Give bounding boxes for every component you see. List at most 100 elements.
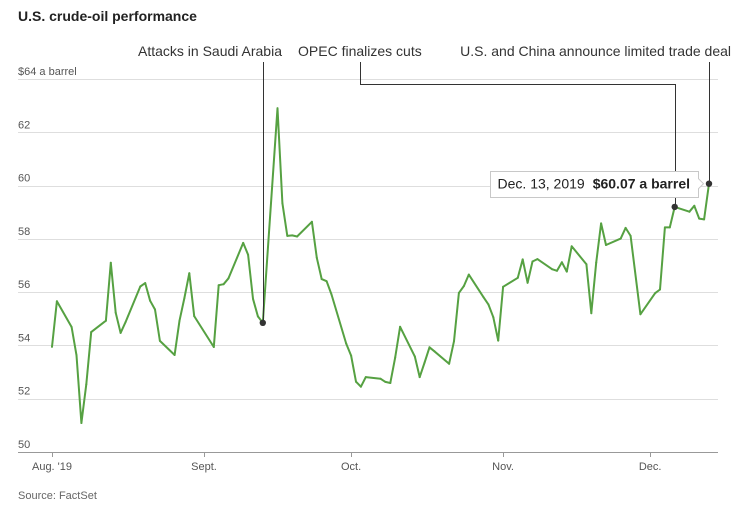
data-point [536, 258, 539, 261]
annotation-dot [259, 319, 266, 326]
data-point [565, 270, 568, 273]
data-point [359, 385, 362, 388]
data-point [453, 340, 455, 343]
x-tick-label: Dec. [639, 461, 662, 473]
data-point [590, 312, 593, 315]
data-point [256, 315, 259, 318]
data-point [75, 354, 78, 357]
data-point [703, 218, 706, 221]
data-point [173, 354, 176, 356]
data-point [114, 311, 117, 314]
data-point [688, 210, 691, 213]
data-point [639, 313, 642, 316]
y-tick-label: 56 [18, 279, 30, 291]
tooltip-date: Dec. 13, 2019 [498, 176, 585, 192]
source-note: Source: FactSet [18, 490, 97, 502]
data-point [149, 299, 152, 302]
data-point [521, 258, 524, 261]
annotation-dot [671, 203, 678, 211]
data-point [516, 276, 519, 279]
data-point [570, 245, 573, 248]
data-point [55, 300, 58, 303]
data-point [90, 331, 93, 334]
x-tick-label: Nov. [492, 461, 514, 473]
data-point [355, 380, 357, 383]
data-point [595, 261, 598, 264]
tooltip-box [490, 171, 705, 198]
data-point [222, 283, 225, 286]
data-point [286, 234, 289, 237]
data-point [379, 377, 382, 380]
data-point [492, 316, 495, 319]
data-point [350, 354, 353, 357]
data-point [600, 222, 603, 225]
tooltip: Dec. 13, 2019 $60.07 a barrel [490, 171, 705, 198]
data-point [124, 321, 127, 324]
data-point [585, 263, 588, 266]
data-point [310, 220, 313, 223]
data-point [654, 292, 657, 295]
data-point [178, 319, 181, 322]
data-point [668, 226, 671, 229]
data-point [389, 382, 392, 384]
data-point [457, 291, 460, 294]
annotation-label: Attacks in Saudi Arabia [138, 43, 282, 59]
data-point [462, 285, 465, 287]
y-tick-label: 54 [18, 332, 30, 344]
data-point [663, 226, 666, 229]
data-point [487, 303, 490, 306]
highlight-dots [259, 180, 713, 326]
data-point [423, 361, 426, 364]
data-point [154, 308, 156, 311]
y-axis-labels: 50 52 54 56 58 60 62 $64 a barrel [18, 66, 77, 451]
tooltip-value: $60.07 a barrel [593, 176, 690, 192]
y-tick-label: 60 [18, 173, 30, 185]
data-point [325, 280, 328, 283]
data-point [394, 356, 397, 359]
data-point [51, 345, 53, 348]
y-tick-label: 58 [18, 226, 30, 238]
data-point [252, 297, 254, 300]
data-point [413, 355, 416, 358]
data-point [433, 350, 436, 353]
plot-hover-area[interactable] [52, 79, 709, 452]
data-point [320, 278, 323, 281]
data-point [158, 339, 161, 342]
data-point [619, 237, 622, 240]
data-point [80, 422, 83, 424]
data-point [139, 285, 142, 288]
gridlines [18, 79, 718, 453]
data-point [659, 288, 661, 291]
annotation-label: U.S. and China announce limited trade de… [460, 43, 731, 59]
data-point [315, 256, 318, 259]
data-point [560, 261, 563, 264]
data-point [281, 202, 284, 205]
data-point [428, 346, 431, 349]
data-point [624, 226, 627, 229]
data-point [104, 319, 107, 322]
data-point [448, 362, 451, 365]
data-point [242, 241, 245, 244]
data-point [70, 326, 73, 328]
data-point [551, 268, 554, 271]
y-tick-label: 62 [18, 119, 30, 131]
annotation-leader-line [360, 62, 676, 207]
data-point [693, 204, 696, 207]
data-point [497, 339, 500, 342]
data-point [526, 281, 529, 284]
data-point [629, 234, 632, 237]
data-point [399, 325, 402, 328]
x-tick-label: Aug. '19 [32, 461, 72, 473]
data-point [85, 383, 88, 386]
data-point [276, 107, 279, 110]
x-tick-label: Oct. [341, 461, 361, 473]
data-point [605, 244, 607, 246]
data-point [698, 217, 701, 220]
data-point [144, 282, 147, 285]
data-point [467, 273, 470, 276]
data-point [296, 235, 299, 238]
annotations: Attacks in Saudi Arabia OPEC finalizes cu… [138, 43, 731, 323]
data-point [364, 376, 367, 379]
data-point [330, 293, 333, 296]
